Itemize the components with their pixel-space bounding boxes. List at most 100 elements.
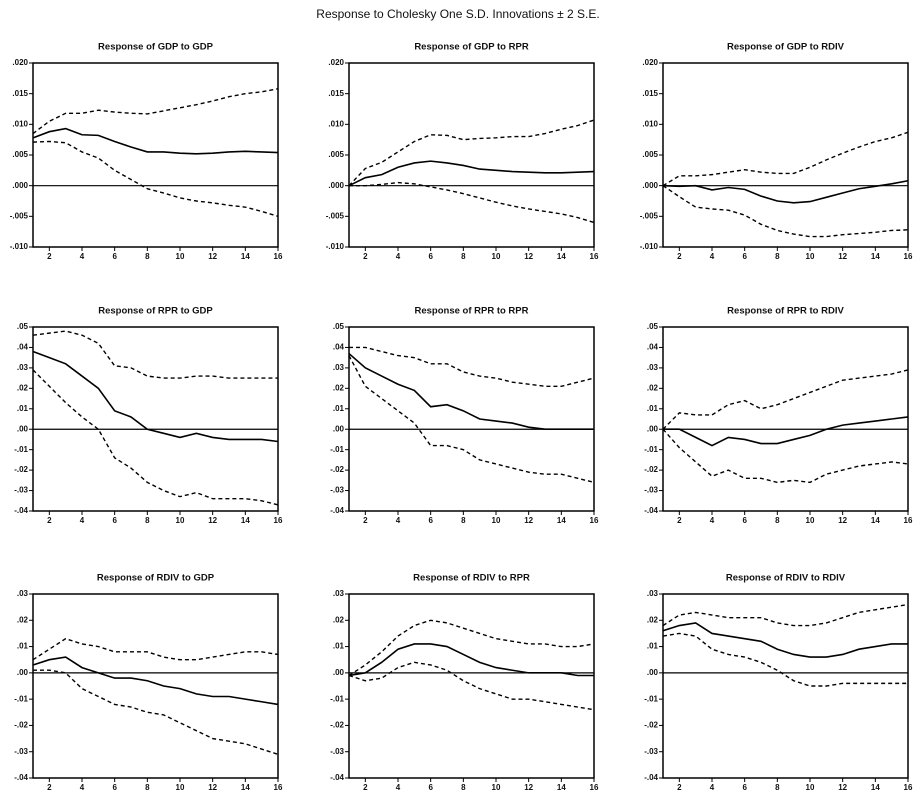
- y-tick-label: -.03: [14, 486, 28, 495]
- y-tick-label: .01: [647, 642, 659, 651]
- chart-title: Response of RPR to RDIV: [727, 306, 844, 317]
- y-tick-label: .02: [17, 615, 29, 624]
- plot-frame: [32, 62, 279, 248]
- y-tick-label: -.02: [644, 465, 658, 474]
- y-tick-label: -.02: [14, 721, 28, 730]
- x-tick-label: 6: [742, 516, 747, 525]
- x-tick-label: 8: [461, 783, 466, 792]
- x-tick-label: 16: [274, 783, 283, 792]
- response-line: [662, 179, 909, 204]
- y-tick-label: -.01: [14, 445, 28, 454]
- chart-title: Response of RDIV to RDIV: [726, 573, 846, 584]
- chart-title: Response of RPR to RPR: [414, 306, 528, 317]
- y-tick-label: .03: [647, 363, 659, 372]
- y-tick-label: -.04: [330, 773, 344, 782]
- x-tick-label: 12: [208, 783, 217, 792]
- response-line: [662, 622, 908, 658]
- plot-frame: [662, 593, 909, 779]
- y-tick-label: -.02: [330, 721, 344, 730]
- x-tick-label: 12: [838, 516, 847, 525]
- response-line: [32, 656, 279, 706]
- x-tick-label: 6: [428, 516, 433, 525]
- x-tick-label: 16: [590, 252, 599, 261]
- x-tick-label: 12: [524, 783, 533, 792]
- x-tick-label: 6: [112, 783, 117, 792]
- x-tick-label: 16: [904, 516, 913, 525]
- chart-title: Response of GDP to RPR: [414, 42, 529, 53]
- x-tick-label: 8: [775, 252, 780, 261]
- x-tick-label: 6: [742, 252, 747, 261]
- y-tick-label: .000: [12, 181, 28, 190]
- y-tick-label: -.01: [330, 694, 344, 703]
- response-line: [32, 350, 279, 443]
- x-tick-label: 6: [742, 783, 747, 792]
- x-tick-label: 4: [80, 783, 85, 792]
- y-tick-label: .05: [333, 322, 345, 331]
- plot-frame: [662, 62, 909, 248]
- chart-title: Response of GDP to GDP: [98, 42, 214, 53]
- response-line: [663, 416, 909, 447]
- x-tick-label: 12: [524, 252, 533, 261]
- y-tick-label: .00: [647, 424, 659, 433]
- y-tick-label: -.03: [330, 747, 344, 756]
- chart-title: Response of RPR to GDP: [98, 306, 213, 317]
- x-tick-label: 4: [396, 252, 401, 261]
- x-tick-label: 2: [677, 516, 682, 525]
- y-tick-label: .02: [647, 615, 659, 624]
- x-tick-label: 4: [80, 516, 85, 525]
- plot-frame: [662, 326, 909, 512]
- y-tick-label: .02: [333, 383, 345, 392]
- y-tick-label: .03: [17, 589, 29, 598]
- response-line: [33, 669, 279, 756]
- x-tick-label: 12: [208, 252, 217, 261]
- y-tick-label: -.04: [14, 773, 28, 782]
- x-tick-label: 12: [524, 516, 533, 525]
- y-tick-label: -.04: [14, 506, 28, 515]
- y-tick-label: .00: [333, 424, 345, 433]
- response-line: [348, 619, 595, 677]
- x-tick-label: 12: [208, 516, 217, 525]
- x-tick-label: 4: [80, 252, 85, 261]
- y-tick-label: -.02: [644, 721, 658, 730]
- x-tick-label: 2: [363, 516, 368, 525]
- response-line: [348, 355, 595, 484]
- x-tick-label: 6: [112, 516, 117, 525]
- x-tick-label: 10: [176, 252, 185, 261]
- y-tick-label: -.02: [330, 465, 344, 474]
- chart-title: Response of GDP to RDIV: [727, 42, 845, 53]
- y-tick-label: .04: [333, 343, 345, 352]
- x-tick-label: 14: [557, 252, 566, 261]
- x-tick-label: 6: [428, 783, 433, 792]
- y-tick-label: .00: [17, 424, 29, 433]
- y-tick-label: .01: [647, 404, 659, 413]
- x-tick-label: 16: [904, 252, 913, 261]
- y-tick-label: .015: [12, 89, 28, 98]
- y-tick-label: -.04: [330, 506, 344, 515]
- x-tick-label: 6: [112, 252, 117, 261]
- y-tick-label: .005: [12, 150, 28, 159]
- y-tick-label: .010: [642, 119, 658, 128]
- response-line: [349, 181, 595, 224]
- x-tick-label: 4: [396, 783, 401, 792]
- x-tick-label: 10: [492, 783, 501, 792]
- y-tick-label: -.03: [644, 747, 658, 756]
- x-tick-label: 2: [47, 783, 52, 792]
- x-tick-label: 16: [274, 516, 283, 525]
- y-tick-label: .05: [647, 322, 659, 331]
- x-tick-label: 14: [241, 783, 250, 792]
- response-line: [662, 369, 909, 430]
- y-tick-label: .005: [328, 150, 344, 159]
- x-tick-label: 10: [176, 516, 185, 525]
- x-tick-label: 14: [871, 252, 880, 261]
- x-tick-label: 10: [806, 252, 815, 261]
- y-tick-label: .01: [17, 404, 29, 413]
- response-line: [32, 140, 279, 218]
- y-tick-label: -.01: [644, 694, 658, 703]
- y-tick-label: .04: [647, 343, 659, 352]
- plot-frame: [32, 593, 279, 779]
- x-tick-label: 10: [492, 516, 501, 525]
- x-tick-label: 14: [871, 516, 880, 525]
- y-tick-label: .020: [642, 58, 658, 67]
- x-tick-label: 8: [461, 516, 466, 525]
